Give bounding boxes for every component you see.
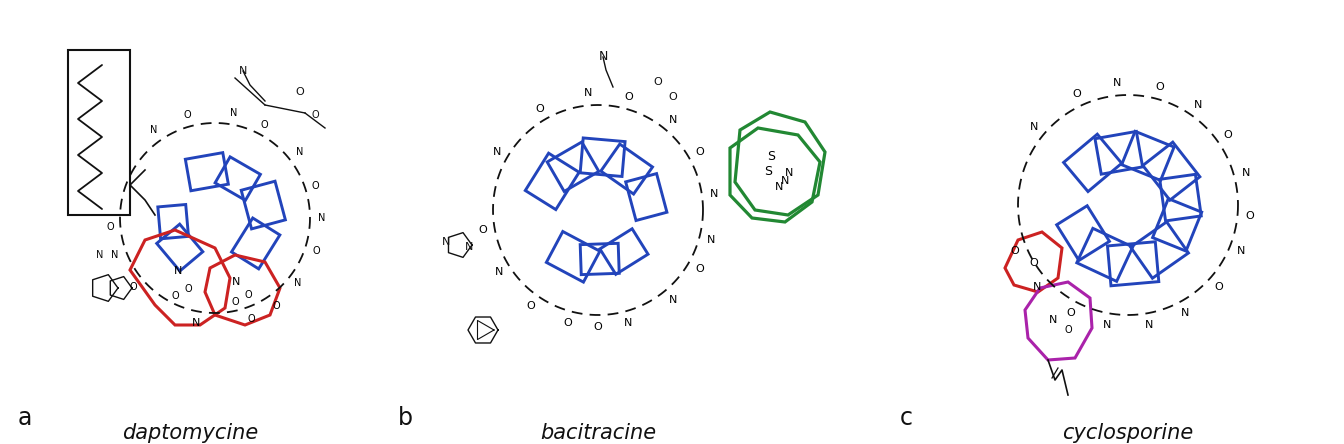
Text: O: O (184, 110, 191, 119)
Text: a: a (17, 406, 32, 430)
Text: N: N (1145, 320, 1153, 330)
Text: N: N (1113, 79, 1121, 88)
Text: N: N (781, 176, 789, 186)
Text: N: N (1236, 246, 1246, 256)
Text: O: O (478, 225, 487, 235)
Text: N: N (707, 235, 715, 245)
Text: N: N (175, 266, 183, 276)
Text: N: N (319, 213, 325, 223)
Text: N: N (669, 115, 677, 125)
Text: O: O (527, 301, 535, 311)
Text: daptomycine: daptomycine (122, 423, 258, 443)
Text: S: S (765, 165, 771, 178)
Text: N: N (230, 107, 238, 118)
Text: O: O (273, 301, 280, 311)
Text: N: N (110, 250, 118, 260)
Text: N: N (442, 237, 450, 247)
Text: O: O (653, 77, 663, 87)
Text: O: O (296, 87, 304, 97)
Text: N: N (1050, 315, 1058, 325)
Text: O: O (106, 222, 114, 232)
Text: O: O (1156, 82, 1164, 92)
Text: O: O (668, 92, 677, 102)
Text: N: N (785, 168, 794, 178)
Text: O: O (1064, 325, 1073, 335)
Text: b: b (398, 406, 413, 430)
Text: N: N (624, 318, 633, 328)
Text: O: O (247, 313, 255, 324)
Text: O: O (231, 297, 239, 307)
Text: bacitracine: bacitracine (540, 423, 656, 443)
Text: S: S (767, 150, 775, 163)
Text: N: N (710, 189, 718, 199)
Text: N: N (495, 267, 503, 277)
Text: O: O (695, 263, 704, 274)
Text: N: N (296, 147, 302, 157)
Text: O: O (594, 322, 602, 332)
Text: N: N (598, 51, 607, 63)
Text: O: O (184, 284, 192, 294)
Text: O: O (563, 318, 573, 328)
Text: N: N (775, 182, 784, 192)
Text: N: N (192, 318, 200, 329)
Text: O: O (129, 282, 137, 292)
Text: O: O (245, 290, 253, 300)
Text: O: O (310, 181, 319, 190)
Text: N: N (239, 66, 247, 76)
Text: O: O (172, 291, 179, 301)
Text: O: O (1011, 246, 1019, 256)
Text: c: c (900, 406, 913, 430)
Text: N: N (294, 278, 301, 288)
Text: cyclosporine: cyclosporine (1062, 423, 1193, 443)
Text: O: O (624, 92, 633, 102)
Text: N: N (1031, 122, 1039, 131)
Text: O: O (312, 110, 319, 120)
Text: O: O (535, 104, 544, 114)
Text: N: N (1034, 281, 1042, 292)
Text: O: O (1030, 258, 1038, 268)
Text: O: O (1214, 281, 1223, 292)
Text: O: O (1073, 89, 1081, 99)
Text: N: N (97, 250, 103, 260)
Text: N: N (231, 277, 239, 287)
Text: N: N (1242, 168, 1250, 178)
Text: N: N (465, 242, 473, 252)
Text: O: O (695, 147, 704, 156)
Text: N: N (669, 295, 677, 305)
Text: O: O (1245, 210, 1254, 221)
Text: N: N (1193, 100, 1202, 110)
Text: N: N (151, 125, 157, 135)
Text: O: O (1223, 130, 1232, 140)
Text: N: N (583, 88, 591, 99)
Text: N: N (1102, 320, 1111, 330)
Text: O: O (261, 120, 267, 130)
Text: O: O (1066, 308, 1075, 318)
Text: O: O (313, 246, 321, 256)
Text: N: N (1181, 308, 1189, 318)
Text: N: N (492, 147, 501, 156)
